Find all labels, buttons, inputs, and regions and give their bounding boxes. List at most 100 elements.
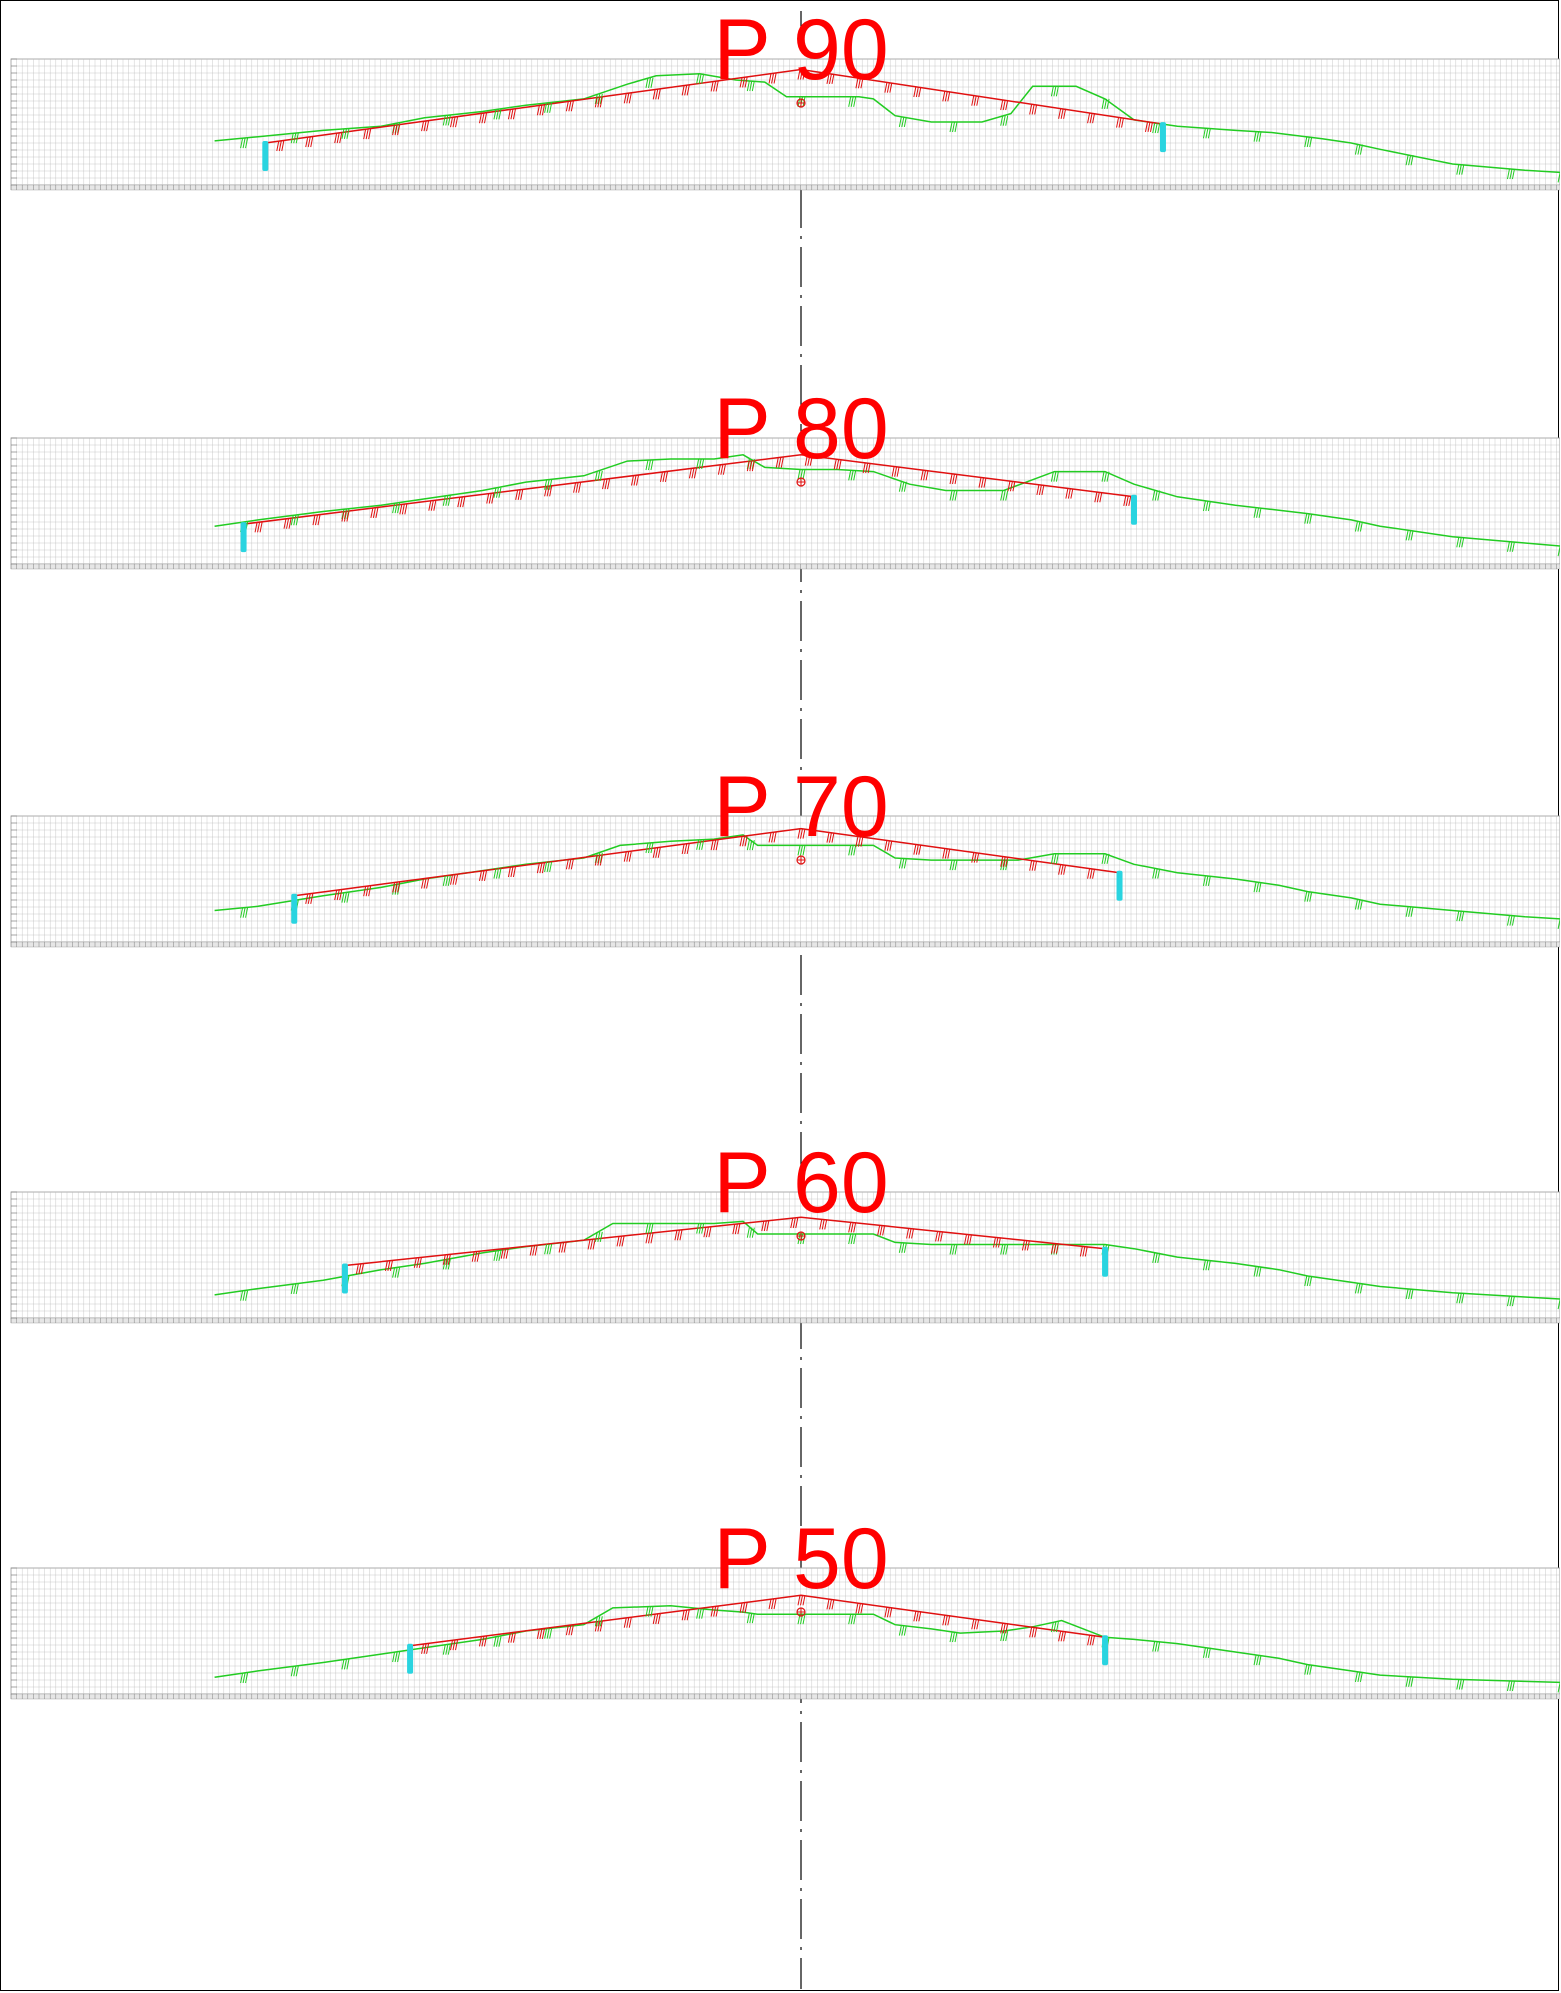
terrain-hatch [1152, 1252, 1161, 1263]
terrain-hatch [949, 1631, 958, 1643]
design-hatch [826, 73, 835, 84]
terrain-hatch-stroke [1456, 164, 1460, 175]
terrain-hatch-stroke [1506, 1680, 1510, 1692]
design-hatch [935, 1231, 944, 1242]
design-hatch-stroke [633, 475, 637, 486]
design-hatch-stroke [708, 1227, 712, 1238]
design-hatch-stroke [742, 836, 746, 847]
design-hatch [862, 462, 871, 474]
design-hatch-stroke [1002, 99, 1006, 111]
design-hatch-stroke [884, 840, 888, 851]
terrain-hatch-stroke [848, 470, 852, 481]
design-hatch-stroke [969, 1234, 972, 1245]
design-hatch-stroke [1087, 868, 1091, 879]
terrain-hatch-stroke [1000, 115, 1004, 126]
design-hatch-stroke [619, 1236, 623, 1247]
terrain-hatch-stroke [1207, 500, 1211, 512]
terrain-hatch-stroke [1509, 1296, 1513, 1307]
terrain-hatch [493, 1636, 502, 1647]
design-hatch-stroke [1021, 1240, 1025, 1251]
terrain-hatch-stroke [797, 845, 801, 856]
design-hatch-stroke [771, 832, 775, 843]
design-hatch-stroke [713, 81, 717, 92]
design-hatch-stroke [286, 518, 290, 529]
design-hatch-stroke [520, 489, 524, 500]
design-hatch-stroke [607, 479, 611, 490]
terrain-hatch [1456, 1293, 1465, 1304]
terrain-hatch-stroke [290, 133, 294, 144]
terrain-hatch-stroke [1405, 906, 1409, 917]
design-hatch-stroke [1063, 108, 1067, 119]
design-hatch-stroke [334, 132, 338, 144]
terrain-hatch-stroke [1005, 1244, 1009, 1255]
terrain-hatch-stroke [746, 1613, 750, 1624]
station-strip [10, 1693, 1560, 1700]
terrain-hatch [392, 1651, 401, 1663]
terrain-hatch-stroke [903, 1242, 907, 1253]
design-hatch-stroke [652, 1613, 656, 1625]
design-hatch-stroke [862, 462, 866, 474]
terrain-hatch-stroke [341, 892, 345, 903]
design-hatch-stroke [512, 1632, 516, 1643]
design-hatch-stroke [1118, 117, 1122, 128]
design-hatch-stroke [1038, 484, 1042, 496]
terrain-hatch-stroke [903, 481, 907, 492]
terrain-hatch-stroke [1005, 860, 1009, 871]
design-hatch-stroke [392, 882, 396, 893]
design-hatch-stroke [503, 1248, 507, 1259]
design-hatch [739, 1602, 748, 1613]
design-hatch-stroke [1002, 856, 1006, 867]
design-hatch-stroke [597, 855, 601, 866]
design-hatch-stroke [360, 1263, 364, 1275]
terrain-hatch-stroke [1456, 911, 1460, 922]
axis-marker [796, 477, 806, 487]
design-hatch [623, 93, 632, 104]
design-hatch [1058, 864, 1067, 875]
terrain-hatch-stroke [954, 1631, 958, 1643]
design-hatch-stroke [947, 91, 951, 102]
design-hatch-stroke [944, 91, 948, 102]
terrain-hatch-stroke [1154, 490, 1158, 501]
terrain-hatch-stroke [1106, 853, 1110, 864]
design-hatch [855, 78, 864, 89]
terrain-hatch-stroke [949, 1244, 953, 1255]
design-hatch-stroke [802, 69, 806, 80]
design-hatch-stroke [710, 81, 714, 92]
design-hatch [710, 1606, 719, 1617]
design-hatch-stroke [744, 77, 748, 88]
design-hatch-stroke [804, 455, 808, 466]
design-hatch-stroke [491, 493, 495, 504]
design-hatch [1000, 99, 1009, 111]
design-hatch-stroke [915, 86, 919, 98]
design-hatch [478, 1636, 487, 1647]
station-ticks [10, 185, 1557, 190]
design-hatch-stroke [976, 1619, 980, 1630]
design-hatch [942, 1615, 951, 1626]
terrain-hatch-stroke [1258, 1266, 1262, 1277]
design-hatch-stroke [865, 462, 869, 474]
design-hatch [761, 1220, 770, 1232]
terrain-hatch-stroke [1461, 164, 1465, 175]
design-hatch-stroke [355, 1263, 359, 1275]
design-hatch-stroke [442, 1254, 446, 1265]
design-hatch-stroke [549, 486, 553, 497]
design-hatch [384, 1260, 393, 1271]
terrain-hatch-stroke [245, 1290, 249, 1301]
design-hatch-stroke [317, 515, 321, 526]
design-hatch [529, 1245, 538, 1256]
design-hatch-stroke [474, 1251, 478, 1262]
terrain-hatch-stroke [645, 1223, 649, 1234]
terrain-hatch-stroke [1002, 860, 1006, 871]
terrain-hatch-stroke [295, 515, 299, 526]
terrain-hatch-stroke [1405, 155, 1409, 166]
design-hatch-stroke [401, 504, 405, 515]
terrain-hatch [1354, 1671, 1363, 1683]
terrain-hatch-stroke [645, 459, 649, 471]
design-hatch-stroke [773, 1598, 777, 1610]
design-hatch-stroke [918, 844, 922, 855]
design-hatch-stroke [1125, 495, 1129, 506]
terrain-hatch-stroke [698, 458, 702, 470]
design-hatch [1058, 108, 1067, 119]
design-hatch-stroke [860, 78, 864, 89]
